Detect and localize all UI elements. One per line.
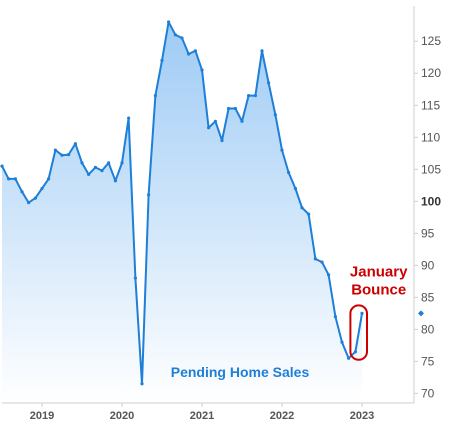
data-point <box>187 52 191 56</box>
y-tick-label: 95 <box>421 226 435 240</box>
x-tick-label: 2020 <box>110 410 134 422</box>
data-point <box>207 126 211 130</box>
y-tick-label: 105 <box>421 162 441 176</box>
data-point <box>180 36 184 40</box>
data-point <box>360 311 364 315</box>
data-point <box>340 340 344 344</box>
y-tick-label: 90 <box>421 258 435 272</box>
data-point <box>213 119 217 123</box>
data-point <box>47 177 51 181</box>
data-point <box>40 186 44 191</box>
data-point <box>127 116 131 120</box>
data-point <box>100 169 104 173</box>
y-tick-label: 110 <box>421 130 440 144</box>
current-value-marker <box>418 310 424 317</box>
data-point <box>173 33 177 37</box>
annotation-oval <box>349 304 368 361</box>
x-axis-ticks: 2019 2020 2021 2022 2023 <box>30 403 374 422</box>
y-tick-label: 85 <box>421 290 435 304</box>
data-point <box>147 193 151 197</box>
data-point <box>93 165 97 169</box>
y-axis-ticks: 70 75 80 85 90 95 100 105 110 115 120 125 <box>414 34 441 400</box>
x-tick-label: 2019 <box>30 410 54 422</box>
y-tick-label: 100 <box>421 194 441 208</box>
data-point <box>247 94 251 98</box>
data-point <box>7 177 11 181</box>
data-point <box>67 153 71 157</box>
data-point <box>13 177 17 181</box>
y-tick-label: 70 <box>421 386 435 400</box>
data-point <box>227 106 231 111</box>
data-point <box>73 142 77 146</box>
x-tick-label: 2021 <box>190 410 214 422</box>
data-point <box>27 201 31 205</box>
data-point <box>20 190 24 194</box>
series-label: Pending Home Sales <box>171 364 310 380</box>
data-point <box>200 68 204 72</box>
annotation-label-line-1: January <box>350 263 408 280</box>
data-point <box>293 186 297 191</box>
data-point <box>353 350 357 354</box>
data-point <box>53 148 58 152</box>
data-point <box>260 49 264 53</box>
y-tick-label: 75 <box>421 354 435 368</box>
data-point <box>160 58 164 63</box>
data-point <box>273 113 277 117</box>
data-point <box>240 119 244 123</box>
data-point <box>80 161 84 165</box>
data-point <box>307 212 311 216</box>
y-tick-label: 115 <box>421 98 440 112</box>
data-point <box>347 356 351 360</box>
data-point <box>267 81 271 85</box>
data-point <box>333 315 337 319</box>
x-tick-label: 2022 <box>270 410 294 422</box>
data-point <box>107 161 111 165</box>
x-tick-label: 2023 <box>350 410 374 422</box>
data-point <box>220 138 224 143</box>
y-tick-label: 80 <box>421 322 435 336</box>
data-point <box>60 153 64 157</box>
data-point <box>320 260 324 264</box>
data-point <box>167 20 171 24</box>
data-point <box>133 276 137 280</box>
data-point <box>120 161 124 165</box>
data-point <box>153 94 157 98</box>
data-point <box>253 94 257 98</box>
data-point <box>113 179 117 183</box>
data-point <box>140 382 144 386</box>
y-tick-label: 120 <box>421 66 441 80</box>
data-point <box>87 172 91 176</box>
data-point <box>33 196 38 200</box>
data-points <box>0 20 364 386</box>
data-point <box>280 148 284 152</box>
annotation-label-line-2: Bounce <box>351 281 406 298</box>
data-point <box>287 170 291 175</box>
data-point <box>313 257 317 261</box>
data-point <box>300 206 304 210</box>
data-point <box>233 106 237 111</box>
data-point <box>193 49 197 53</box>
area-fill <box>2 22 362 403</box>
data-point <box>327 273 331 277</box>
y-tick-label: 125 <box>421 34 441 48</box>
data-point <box>0 164 4 168</box>
